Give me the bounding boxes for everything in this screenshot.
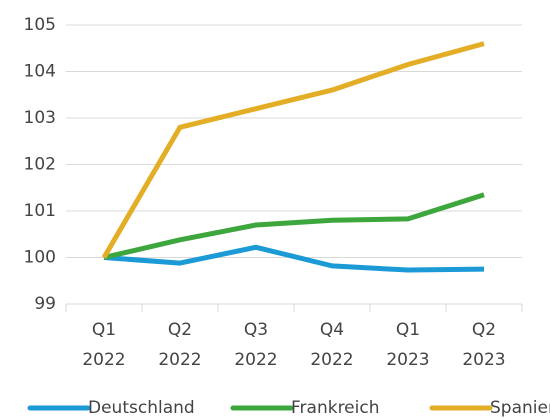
x-tick-label: Q3 [244,320,268,340]
x-tick-label: 2022 [234,350,277,370]
y-tick-label: 102 [24,155,56,175]
x-tick-label: 2023 [386,350,429,370]
y-tick-label: 105 [24,15,56,35]
x-tick-label: Q4 [320,320,344,340]
x-tick-label: Q1 [396,320,420,340]
y-tick-label: 101 [24,201,56,221]
x-tick-label: 2022 [158,350,201,370]
y-tick-label: 104 [24,62,56,82]
legend-label: Spanien [490,398,550,418]
line-series [101,41,485,259]
x-tick-label: Q1 [92,320,116,340]
y-tick-label: 99 [34,294,56,314]
x-tick-label: Q2 [168,320,192,340]
y-tick-label: 103 [24,108,56,128]
legend-label: Frankreich [291,398,380,418]
legend-label: Deutschland [88,398,195,418]
x-tick-label: 2022 [310,350,353,370]
x-tick-label: Q2 [472,320,496,340]
y-tick-label: 100 [24,248,56,268]
x-tick-label: 2023 [462,350,505,370]
line-series [103,244,485,273]
x-tick-label: 2022 [82,350,125,370]
line-series [103,192,485,260]
